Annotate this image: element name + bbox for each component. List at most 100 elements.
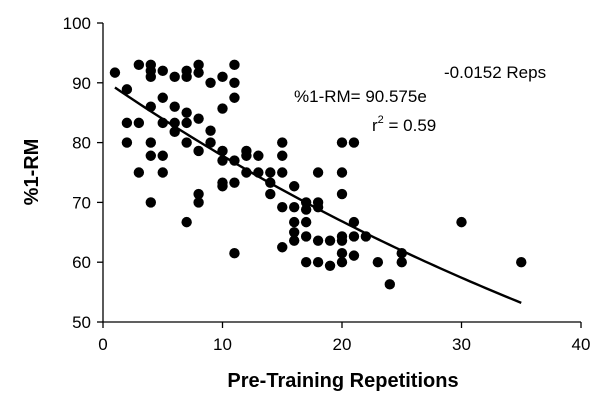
annotation-r-symbol: r <box>372 116 378 135</box>
data-point <box>193 197 204 208</box>
data-point <box>145 101 156 112</box>
data-point <box>312 235 324 246</box>
data-point <box>241 150 252 161</box>
data-point <box>217 103 228 114</box>
data-point <box>121 117 133 129</box>
data-point <box>265 177 276 188</box>
data-point <box>169 71 180 83</box>
data-point <box>300 216 312 228</box>
data-point <box>193 188 204 200</box>
data-points <box>109 59 527 290</box>
ticks <box>97 22 582 328</box>
y-tick-label: 70 <box>72 193 91 212</box>
data-point <box>289 181 300 192</box>
data-point <box>324 260 336 271</box>
data-point <box>300 197 312 208</box>
data-point <box>133 167 145 178</box>
y-tick-label: 60 <box>72 253 91 272</box>
y-axis-title: %1-RM <box>21 139 43 206</box>
x-tick-label: 0 <box>98 335 107 354</box>
data-point <box>277 150 288 161</box>
data-point <box>157 117 168 129</box>
data-point <box>121 137 133 148</box>
x-tick-label: 30 <box>452 335 471 354</box>
data-point <box>193 67 204 78</box>
x-axis-title: Pre-Training Repetitions <box>227 370 458 392</box>
data-point <box>241 167 252 178</box>
data-point <box>181 137 192 148</box>
y-tick-label: 100 <box>63 14 91 33</box>
data-point <box>372 257 384 268</box>
data-point <box>348 216 360 228</box>
data-point <box>289 201 300 213</box>
data-point <box>145 137 156 148</box>
data-point <box>516 257 527 268</box>
data-point <box>396 248 407 259</box>
data-point <box>169 126 180 138</box>
data-point <box>396 257 407 268</box>
data-point <box>348 137 360 148</box>
data-point <box>265 188 276 200</box>
data-point <box>217 155 228 166</box>
data-point <box>181 216 192 228</box>
data-point <box>289 216 300 228</box>
data-point <box>277 201 288 213</box>
data-point <box>277 137 288 148</box>
data-point <box>145 197 156 208</box>
data-point <box>456 216 467 228</box>
x-tick-label: 40 <box>572 335 591 354</box>
data-point <box>277 167 288 178</box>
data-point <box>229 248 240 259</box>
data-point <box>300 231 312 242</box>
data-point <box>181 117 192 129</box>
data-point <box>133 117 145 129</box>
x-tick-label: 10 <box>213 335 232 354</box>
data-point <box>229 92 240 103</box>
data-point <box>205 125 216 136</box>
data-point <box>312 167 324 178</box>
data-point <box>193 59 204 71</box>
data-point <box>169 101 180 112</box>
data-point <box>253 150 264 161</box>
data-point <box>265 167 276 178</box>
data-point <box>312 201 324 213</box>
data-point <box>300 257 312 268</box>
annotation-r-squared: r2 = 0.59 <box>372 114 436 135</box>
data-point <box>229 77 240 89</box>
data-point <box>157 167 168 178</box>
data-point <box>336 167 348 178</box>
data-point <box>205 137 216 148</box>
y-tick-label: 80 <box>72 134 91 153</box>
tick-labels: 0 10 20 30 40 50 60 70 80 90 100 <box>63 14 591 354</box>
data-point <box>384 279 395 290</box>
data-point <box>229 177 240 188</box>
data-point <box>181 107 192 118</box>
data-point <box>217 181 228 192</box>
data-point <box>217 71 228 83</box>
data-point <box>336 137 348 148</box>
data-point <box>336 188 348 200</box>
data-point <box>277 242 288 253</box>
data-point <box>336 235 348 246</box>
data-point <box>157 65 168 77</box>
data-point <box>193 113 204 124</box>
data-point <box>181 71 192 83</box>
annotation-r-superscript: 2 <box>378 114 384 126</box>
data-point <box>348 231 360 242</box>
data-point <box>121 84 133 95</box>
data-point <box>157 150 168 161</box>
annotation-r-value: = 0.59 <box>384 116 436 135</box>
data-point <box>229 155 240 166</box>
data-point <box>109 67 121 78</box>
data-point <box>289 227 300 238</box>
y-tick-label: 90 <box>72 74 91 93</box>
data-point <box>205 77 216 89</box>
data-point <box>289 235 300 246</box>
data-point <box>360 231 372 242</box>
annotation-equation: %1-RM= 90.575e <box>294 87 427 106</box>
data-point <box>217 145 228 157</box>
y-tick-label: 50 <box>72 313 91 332</box>
data-point <box>300 204 312 215</box>
data-point <box>145 71 156 83</box>
